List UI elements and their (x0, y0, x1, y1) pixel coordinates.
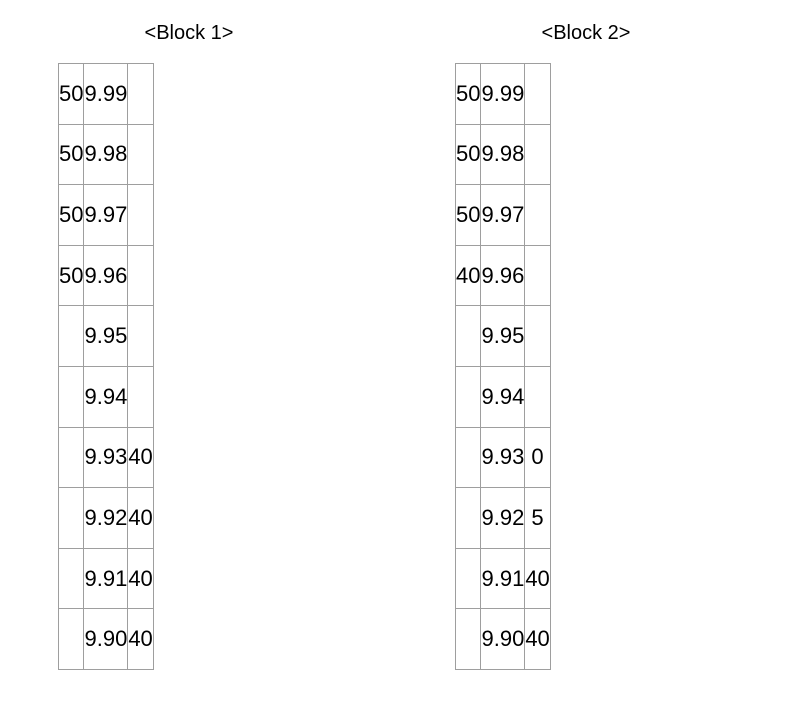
qty-left-cell (454, 547, 482, 610)
qty-left-cell: 40 (454, 244, 482, 307)
table-row: 50 9.97 (454, 184, 551, 246)
price-cell: 9.95 (480, 305, 526, 367)
table-row: 50 9.98 (57, 123, 154, 186)
table-row: 50 9.96 (57, 244, 154, 307)
price-cell: 9.99 (83, 63, 129, 125)
data-table: 50 9.99 50 9.98 50 9.97 50 9.96 9.95 9.94 9.93 40 9.… (57, 63, 154, 670)
qty-left-cell: 50 (57, 184, 85, 246)
price-cell: 9.95 (83, 305, 129, 367)
qty-left-cell: 50 (454, 123, 482, 186)
qty-right-cell (524, 63, 551, 125)
price-cell: 9.97 (480, 184, 526, 246)
qty-right-cell: 40 (127, 426, 154, 489)
qty-left-cell (454, 426, 482, 489)
qty-left-cell: 50 (57, 244, 85, 307)
qty-left-cell (57, 426, 85, 489)
qty-right-cell (127, 365, 154, 428)
qty-left-cell (454, 365, 482, 428)
table-row: 9.93 0 (454, 426, 551, 489)
table-row: 50 9.97 (57, 184, 154, 246)
table-row: 9.94 (454, 365, 551, 428)
qty-right-cell (524, 244, 551, 307)
price-cell: 9.90 (83, 608, 129, 670)
qty-right-cell: 40 (127, 487, 154, 549)
qty-left-cell (454, 608, 482, 670)
price-cell: 9.97 (83, 184, 129, 246)
table-row: 9.91 40 (57, 547, 154, 610)
table-row: 9.90 40 (57, 608, 154, 670)
price-cell: 9.99 (480, 63, 526, 125)
price-cell: 9.93 (480, 426, 526, 489)
price-cell: 9.94 (480, 365, 526, 428)
price-cell: 9.94 (83, 365, 129, 428)
qty-right-cell: 40 (524, 608, 551, 670)
block-title: <Block 1> (144, 22, 234, 44)
table-row: 9.93 40 (57, 426, 154, 489)
table-row: 9.95 (454, 305, 551, 367)
table-row: 50 9.99 (57, 63, 154, 125)
price-cell: 9.98 (480, 123, 526, 186)
qty-left-cell (57, 305, 85, 367)
price-cell: 9.96 (480, 244, 526, 307)
qty-right-cell: 40 (524, 547, 551, 610)
qty-left-cell (57, 608, 85, 670)
qty-left-cell (57, 487, 85, 549)
qty-left-cell: 50 (57, 123, 85, 186)
qty-left-cell: 50 (454, 184, 482, 246)
qty-right-cell (524, 305, 551, 367)
price-cell: 9.96 (83, 244, 129, 307)
table-row: 9.90 40 (454, 608, 551, 670)
table-row: 9.91 40 (454, 547, 551, 610)
price-cell: 9.91 (83, 547, 129, 610)
data-table: 50 9.99 50 9.98 50 9.97 40 9.96 9.95 9.94 9.93 0 9.9… (454, 63, 551, 670)
qty-left-cell (454, 305, 482, 367)
table-row: 50 9.99 (454, 63, 551, 125)
qty-right-cell: 40 (127, 608, 154, 670)
table-row: 40 9.96 (454, 244, 551, 307)
block-title: <Block 2> (541, 22, 631, 44)
table-row: 9.92 40 (57, 487, 154, 549)
qty-right-cell (127, 305, 154, 367)
qty-right-cell (127, 244, 154, 307)
qty-right-cell: 5 (524, 487, 551, 549)
table-row: 50 9.98 (454, 123, 551, 186)
qty-right-cell (127, 184, 154, 246)
qty-right-cell (524, 184, 551, 246)
qty-right-cell (524, 365, 551, 428)
table-body: 50 9.99 50 9.98 50 9.97 50 9.96 9.95 9.94 9.93 40 9.… (57, 63, 154, 670)
qty-left-cell (57, 365, 85, 428)
qty-left-cell: 50 (454, 63, 482, 125)
price-cell: 9.90 (480, 608, 526, 670)
price-cell: 9.93 (83, 426, 129, 489)
qty-right-cell (524, 123, 551, 186)
qty-right-cell: 40 (127, 547, 154, 610)
qty-right-cell (127, 123, 154, 186)
price-cell: 9.92 (83, 487, 129, 549)
table-row: 9.94 (57, 365, 154, 428)
qty-left-cell (454, 487, 482, 549)
qty-left-cell: 50 (57, 63, 85, 125)
qty-left-cell (57, 547, 85, 610)
table-body: 50 9.99 50 9.98 50 9.97 40 9.96 9.95 9.94 9.93 0 9.9… (454, 63, 551, 670)
table-row: 9.92 5 (454, 487, 551, 549)
table-row: 9.95 (57, 305, 154, 367)
qty-right-cell: 0 (524, 426, 551, 489)
price-cell: 9.98 (83, 123, 129, 186)
price-cell: 9.92 (480, 487, 526, 549)
price-cell: 9.91 (480, 547, 526, 610)
qty-right-cell (127, 63, 154, 125)
